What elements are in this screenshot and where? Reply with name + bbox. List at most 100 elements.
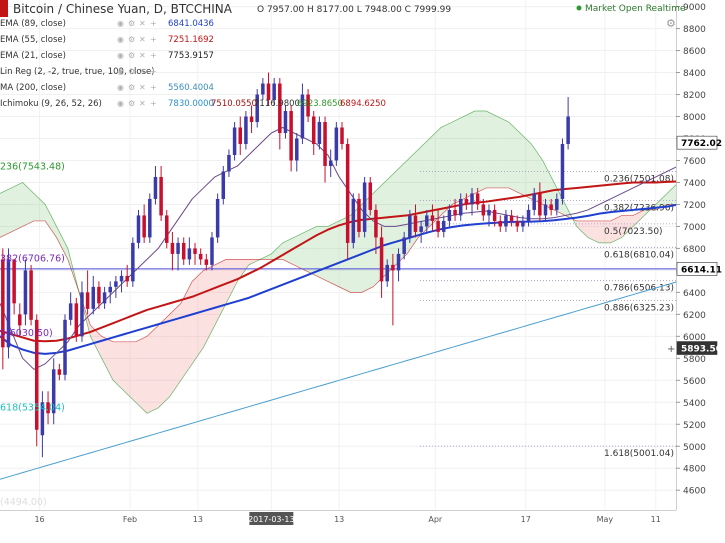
time-tick-label: 13 xyxy=(334,515,344,524)
candle-body xyxy=(334,127,339,161)
candle-body xyxy=(532,193,536,210)
price-tick-label: 5000 xyxy=(683,443,706,453)
crosshair-date-label: 2017-03-13 xyxy=(248,515,295,524)
cloud-segment xyxy=(542,160,554,210)
indicator-value: 5560.4004 xyxy=(168,83,214,93)
candle-body xyxy=(198,253,203,260)
remove-icon: ✕ xyxy=(139,83,146,92)
cloud-segment xyxy=(214,259,227,326)
candle-body xyxy=(419,226,423,232)
visibility-icon: ◉ xyxy=(117,83,124,92)
price-tick-label: 4800 xyxy=(683,465,706,475)
candle-body xyxy=(170,242,175,254)
candle-body xyxy=(475,193,480,205)
candle-body xyxy=(515,220,519,227)
cloud-segment xyxy=(610,215,622,243)
candle-body xyxy=(283,111,288,133)
indicator-label: EMA (89, close) xyxy=(0,19,66,29)
visibility-icon: ◉ xyxy=(117,35,124,44)
left-edge-label: (4494.00) xyxy=(0,497,47,508)
price-tick-label: 4600 xyxy=(683,487,706,497)
candle-body xyxy=(549,204,553,210)
cloud-segment xyxy=(474,111,487,194)
candle-body xyxy=(119,275,124,282)
left-edge-label: 236(7543.48) xyxy=(0,162,65,173)
price-tick-label: 5200 xyxy=(683,421,706,431)
remove-icon: ✕ xyxy=(139,99,146,108)
candle-body xyxy=(470,193,474,205)
price-tick-label: 5800 xyxy=(683,355,706,365)
candle-body xyxy=(102,292,107,304)
more-icon: + xyxy=(150,19,157,28)
indicator-value: 7251.1692 xyxy=(168,35,214,45)
price-tick-label: 7000 xyxy=(683,223,706,233)
candle-body xyxy=(368,182,373,210)
cloud-segment xyxy=(327,220,340,287)
candle-body xyxy=(244,116,248,144)
candle-body xyxy=(23,270,28,315)
cloud-segment xyxy=(271,242,283,260)
price-tag-label: 6614.11 xyxy=(681,265,722,275)
candle-body xyxy=(34,319,39,430)
price-tick-label: 6400 xyxy=(683,289,706,299)
cloud-segment xyxy=(520,132,532,199)
visibility-icon: ◉ xyxy=(117,51,124,60)
candle-body xyxy=(18,314,22,326)
candle-body xyxy=(204,259,209,265)
remove-icon: ✕ xyxy=(139,51,146,60)
candle-body xyxy=(210,237,214,265)
settings-icon[interactable]: ⚙ xyxy=(666,17,676,30)
fibonacci-levels: 0.236(7501.08)0.382(7236.96)0.5(7023.50)… xyxy=(0,170,676,459)
candle-body xyxy=(91,286,96,309)
candle-body xyxy=(413,215,418,232)
settings-icon: ⚙ xyxy=(128,67,135,76)
remove-icon: ✕ xyxy=(139,67,146,76)
cloud-segment xyxy=(621,215,634,238)
cloud-segment xyxy=(0,187,12,238)
candle-body xyxy=(232,127,237,155)
fib-level-label: 0.786(6506.13) xyxy=(604,284,674,294)
candle-body xyxy=(12,259,16,304)
crosshair-date-box xyxy=(249,512,294,525)
candle-body xyxy=(255,94,259,123)
candle-body xyxy=(498,220,503,227)
candle-body xyxy=(29,270,33,320)
price-tick-label: 6800 xyxy=(683,245,706,255)
cloud-segment xyxy=(22,182,34,227)
candle-body xyxy=(509,215,514,221)
time-tick-label: Apr xyxy=(428,515,443,524)
candle-body xyxy=(464,198,469,205)
indicator-label: Lin Reg (2, -2, true, true, 100, close) xyxy=(0,67,155,77)
candle-body xyxy=(176,242,180,254)
candle-body xyxy=(555,198,559,210)
time-axis[interactable]: 16 Feb 13 2017-03-13 13 Apr 17 May 11 xyxy=(0,510,676,526)
candle-body xyxy=(261,83,265,95)
candle-body xyxy=(402,237,406,254)
candle-body xyxy=(63,319,67,375)
candle-body xyxy=(272,83,276,101)
settings-icon: ⚙ xyxy=(128,35,135,44)
candle-body xyxy=(227,154,231,172)
time-tick-label: 16 xyxy=(34,515,44,524)
cloud-segment xyxy=(429,127,441,227)
cloud-segment xyxy=(440,122,453,216)
candle-body xyxy=(492,209,497,221)
candle-body xyxy=(68,303,73,320)
cloud-segment xyxy=(56,226,68,260)
cloud-segment xyxy=(576,220,588,238)
candle-body xyxy=(165,215,169,243)
price-tick-label: 5600 xyxy=(683,377,706,387)
indicator-legend: EMA (89, close) ◉ ⚙ ✕ +6841.0436 EMA (55, clo… xyxy=(0,19,386,109)
price-axis[interactable]: 4600 4800 5000 5200 5400 5600 5800 6000 6200 6400… xyxy=(667,0,725,543)
chart-header: Bitcoin / Chinese Yuan, D, BTCCHINA O 79… xyxy=(0,0,686,30)
time-tick-label: 11 xyxy=(651,515,661,524)
cloud-segment xyxy=(508,122,521,194)
fib-level-label: 0.886(6325.23) xyxy=(604,304,674,314)
candle-body xyxy=(408,215,412,238)
candle-body xyxy=(543,204,548,216)
candle-body xyxy=(278,83,282,133)
more-icon: + xyxy=(150,67,157,76)
candle-body xyxy=(159,176,163,216)
